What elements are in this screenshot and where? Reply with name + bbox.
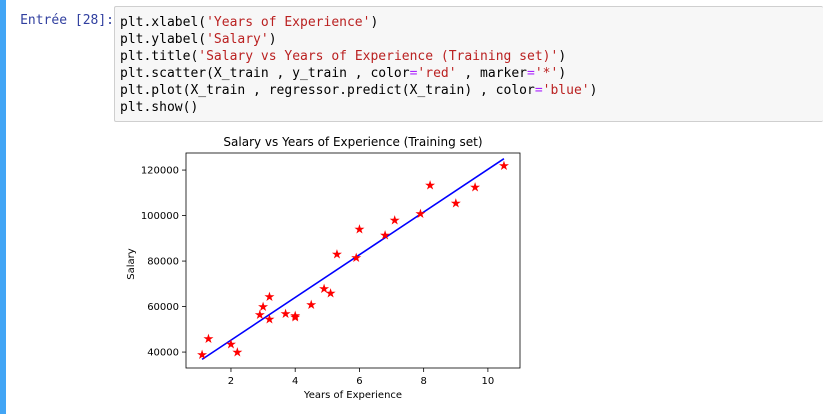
data-point: ★ — [331, 248, 343, 263]
code-text: ) — [558, 66, 567, 81]
code-text: plt.scatter(X_train , y_train , color — [120, 66, 410, 81]
data-point: ★ — [318, 282, 330, 297]
code-text: ) — [370, 15, 379, 30]
data-point: ★ — [280, 307, 292, 322]
data-point: ★ — [254, 308, 266, 323]
code-text: ) — [589, 83, 598, 98]
data-point: ★ — [498, 159, 510, 174]
code-text: plt.plot(X_train , regressor.predict(X_t… — [120, 83, 535, 98]
code-line: plt.show() — [120, 100, 198, 115]
cell-selection-bar — [0, 0, 6, 414]
plot-frame — [185, 152, 521, 369]
data-point: ★ — [232, 346, 244, 361]
data-point: ★ — [415, 207, 427, 222]
scatter-chart: Salary vs Years of Experience (Training … — [126, 135, 521, 401]
data-point: ★ — [196, 348, 208, 363]
x-tick-label: 6 — [356, 376, 362, 387]
code-line: plt.scatter(X_train , y_train , color='r… — [120, 66, 566, 81]
code-line: plt.plot(X_train , regressor.predict(X_t… — [120, 83, 597, 98]
data-point: ★ — [469, 181, 481, 196]
x-tick-label: 8 — [420, 376, 426, 387]
code-line: plt.xlabel('Years of Experience') — [120, 15, 378, 30]
data-point: ★ — [450, 197, 462, 212]
code-string: 'Years of Experience' — [206, 15, 371, 30]
code-operator: = — [409, 66, 418, 81]
code-text: plt.show() — [120, 100, 199, 115]
data-point: ★ — [225, 338, 237, 353]
code-text: plt.ylabel( — [120, 32, 207, 47]
code-string: 'Salary vs Years of Experience (Training… — [198, 49, 559, 64]
y-axis-label: Salary — [126, 248, 137, 279]
code-string: 'red' — [417, 66, 457, 81]
code-block[interactable]: plt.xlabel('Years of Experience') plt.yl… — [120, 14, 597, 116]
y-tick-label: 60000 — [147, 302, 179, 313]
data-point: ★ — [257, 300, 269, 315]
data-point: ★ — [354, 223, 366, 238]
code-text: ) — [268, 32, 277, 47]
data-point: ★ — [289, 309, 301, 324]
data-point: ★ — [305, 298, 317, 313]
data-point: ★ — [379, 228, 391, 243]
y-tick-label: 40000 — [147, 348, 179, 359]
y-tick-label: 120000 — [141, 166, 179, 177]
data-point: ★ — [350, 251, 362, 266]
data-point: ★ — [424, 178, 436, 193]
y-tick-label: 80000 — [147, 257, 179, 268]
data-point: ★ — [289, 310, 301, 325]
code-line: plt.ylabel('Salary') — [120, 32, 277, 47]
code-operator: = — [534, 83, 543, 98]
cell-output: Salary vs Years of Experience (Training … — [120, 130, 540, 414]
code-text: ) — [558, 49, 567, 64]
data-point: ★ — [264, 290, 276, 305]
data-point: ★ — [203, 332, 215, 347]
code-text: , marker — [456, 66, 528, 81]
regression-line — [201, 158, 505, 361]
code-operator: = — [527, 66, 535, 81]
data-point: ★ — [389, 214, 401, 229]
data-point: ★ — [325, 286, 337, 301]
code-string: '*' — [534, 66, 559, 81]
data-point: ★ — [264, 313, 276, 328]
code-text: plt.title( — [120, 49, 199, 64]
x-tick-label: 4 — [292, 376, 298, 387]
x-axis-label: Years of Experience — [303, 390, 402, 401]
code-string: 'blue' — [542, 83, 590, 98]
x-tick-label: 10 — [482, 376, 495, 387]
chart-title: Salary vs Years of Experience (Training … — [223, 135, 482, 149]
code-cell-input[interactable]: plt.xlabel('Years of Experience') plt.yl… — [114, 6, 823, 122]
y-tick-label: 100000 — [141, 211, 179, 222]
x-tick-label: 2 — [228, 376, 234, 387]
code-text: plt.xlabel( — [120, 15, 207, 30]
code-string: 'Salary' — [206, 32, 269, 47]
code-line: plt.title('Salary vs Years of Experience… — [120, 49, 566, 64]
cell-prompt: Entrée [28]: — [20, 13, 114, 28]
